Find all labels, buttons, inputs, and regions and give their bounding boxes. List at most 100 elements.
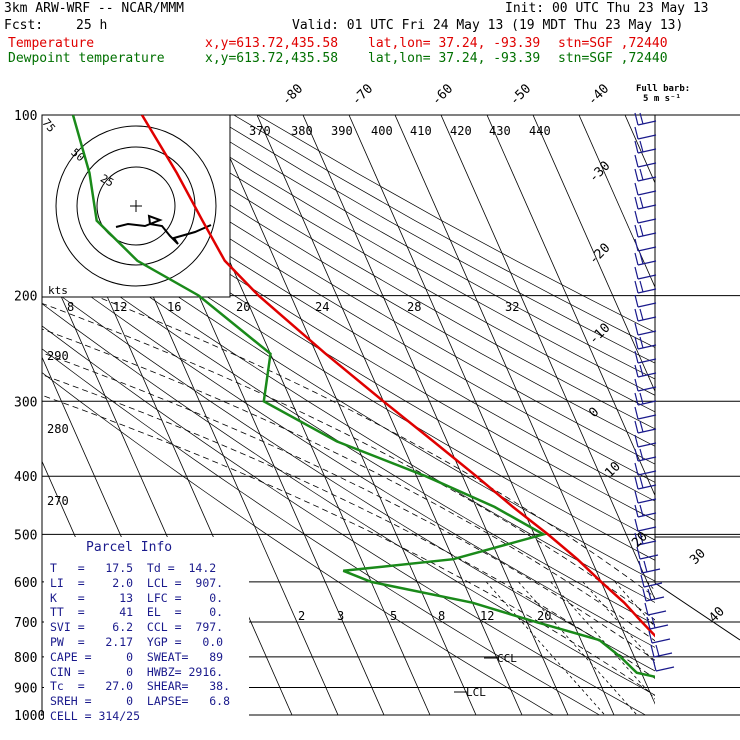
theta-label: 430	[489, 124, 511, 138]
dry-adiabat	[185, 115, 655, 715]
wind-barb-flag	[634, 336, 639, 350]
dry-adiabat	[42, 115, 655, 715]
wind-barb-shaft	[639, 554, 659, 560]
hodograph-kts-label: kts	[48, 284, 68, 297]
dry-adiabat	[42, 115, 554, 715]
wind-barb	[634, 266, 657, 280]
wind-barb	[640, 574, 663, 588]
wind-barb	[634, 308, 657, 322]
parcel-info-row: K = 13 LFC = 0.	[50, 590, 224, 605]
wind-barb-shaft	[637, 372, 657, 378]
ccl-label: CCL	[497, 652, 517, 665]
barb-legend-title: Full barb:	[636, 84, 691, 94]
station-readout-temp: stn=SGF ,72440	[558, 36, 668, 51]
wind-barb-flag	[634, 378, 639, 392]
wind-barb-flag	[634, 392, 639, 406]
dry-adiabat	[114, 115, 655, 715]
wind-barb	[634, 182, 657, 196]
wind-barb-flag	[634, 112, 639, 126]
wind-barb	[634, 490, 657, 504]
pressure-label-600: 600	[14, 576, 37, 591]
wind-barbs	[634, 112, 675, 672]
wind-barb	[646, 616, 669, 630]
dry-adiabat	[42, 115, 655, 715]
isotherm-line	[578, 115, 655, 715]
theta-label: 420	[450, 124, 472, 138]
wind-barb	[634, 448, 657, 462]
dry-adiabat	[66, 115, 655, 715]
wind-barb-shaft	[637, 428, 657, 434]
wind-barb-shaft	[643, 582, 663, 588]
wind-barb-shaft	[647, 610, 667, 616]
wind-barb-flag	[651, 616, 656, 629]
wind-barb-shaft	[637, 190, 657, 196]
parcel-info-row: TT = 41 EL = 0.	[50, 605, 224, 620]
theta-label: 410	[410, 124, 432, 138]
wind-barb-flag	[634, 518, 639, 532]
wind-barb-flag	[634, 126, 639, 140]
wind-barb-shaft	[637, 470, 657, 476]
pressure-label-200: 200	[14, 290, 37, 305]
parcel-info-row: CELL = 314/25	[50, 708, 141, 723]
wind-barb-shaft	[651, 638, 671, 644]
dry-adiabat	[42, 115, 655, 715]
wind-barb-flag	[640, 574, 645, 588]
wind-barb-shaft	[653, 652, 673, 658]
wind-barb-shaft	[637, 232, 657, 238]
wind-barb-flag	[634, 490, 639, 504]
parcel-info-row: LI = 2.0 LCL = 907.	[50, 575, 224, 590]
wind-barb-shaft	[637, 498, 657, 504]
init-time: Init: 00 UTC Thu 23 May 13	[505, 1, 709, 16]
frame-right	[654, 115, 740, 641]
wind-barb-flag	[634, 434, 639, 448]
wind-barb-shaft	[637, 316, 657, 322]
wind-barb-flag	[634, 210, 639, 224]
wind-barb-flag	[634, 196, 639, 210]
speed-label: 12	[113, 300, 127, 314]
wind-barb-flag	[634, 182, 639, 196]
mixing-ratio-line	[646, 581, 655, 715]
pressure-label-400: 400	[14, 470, 37, 485]
isotherm-line	[486, 115, 655, 715]
wind-barb-flag	[644, 602, 649, 616]
isotherm-line	[532, 115, 655, 715]
dry-adiabat	[43, 115, 655, 715]
pressure-label-300: 300	[14, 395, 37, 410]
wind-barb-flag	[634, 294, 639, 308]
wind-barb-shaft	[637, 414, 657, 420]
wind-barb-shaft	[637, 330, 657, 336]
wind-barb	[652, 658, 675, 672]
wind-barb-shaft	[649, 624, 669, 630]
dry-adiabat	[233, 115, 655, 715]
wind-barb	[634, 252, 657, 266]
wind-barb	[634, 224, 657, 238]
wind-barb	[638, 560, 661, 574]
mixing-ratio-line	[518, 581, 638, 715]
mixing-ratio-label: 12	[480, 609, 494, 623]
dry-adiabat	[138, 115, 655, 715]
wind-barb-flag	[634, 266, 639, 280]
wind-barb-flag	[634, 504, 639, 518]
wind-barb	[634, 532, 657, 546]
wind-barb	[634, 378, 657, 392]
wind-barb-shaft	[637, 302, 657, 308]
station-readout-dew: stn=SGF ,72440	[558, 51, 668, 66]
wind-barb-shaft	[637, 176, 657, 182]
hodograph-ring-label: 25	[98, 172, 116, 190]
barb-legend-units: 5 m s⁻¹	[643, 94, 681, 104]
theta-label: 400	[371, 124, 393, 138]
speed-label: 20	[236, 300, 250, 314]
wind-barb-shaft	[637, 400, 657, 406]
wind-barb	[634, 126, 657, 140]
theta-label: 290	[47, 349, 69, 363]
wind-barb-flag	[634, 462, 639, 476]
wind-barb	[636, 546, 659, 560]
isotherm-line	[210, 115, 477, 715]
dry-adiabat	[162, 115, 655, 715]
wind-barb-flag	[639, 532, 644, 545]
wind-barb-flag	[639, 308, 644, 321]
wind-barb-shaft	[637, 456, 657, 462]
pressure-label-500: 500	[14, 528, 37, 543]
parcel-info-panel: Parcel Info T = 17.5 Td = 14.2 LI = 2.0 L…	[44, 537, 249, 723]
wind-barb	[642, 588, 665, 602]
